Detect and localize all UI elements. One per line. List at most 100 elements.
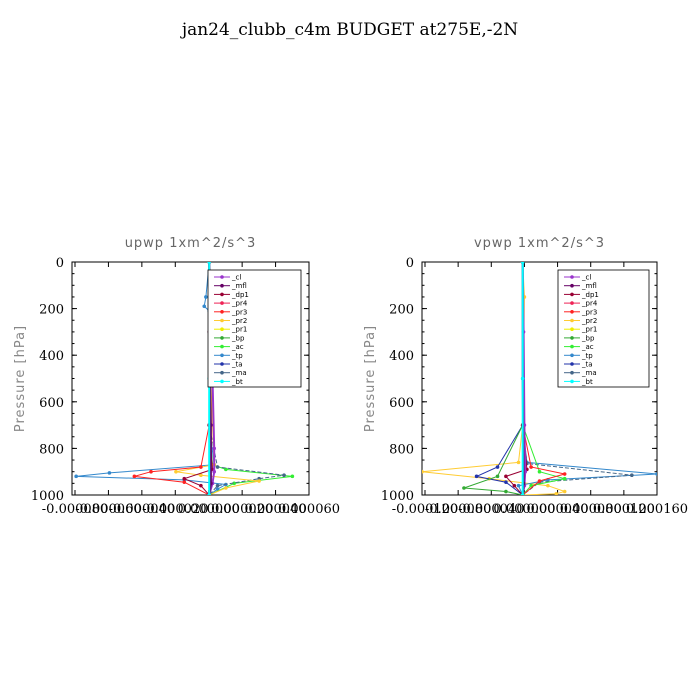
x-tick-label: -0.000040 xyxy=(109,502,175,517)
series-line-bp xyxy=(463,262,524,495)
panel-title: upwp 1xm^2/s^3 xyxy=(125,236,257,251)
x-tick-label: -0.000020 xyxy=(142,502,208,517)
series-marker-tp xyxy=(204,295,208,299)
series-marker-ta xyxy=(504,480,508,484)
series-marker-bt xyxy=(520,376,525,381)
y-tick-label: 800 xyxy=(389,442,414,457)
legend-marker xyxy=(220,318,224,323)
legend-marker xyxy=(570,353,574,358)
legend-label: _pr3 xyxy=(231,308,247,316)
y-tick-label: 1000 xyxy=(31,489,64,504)
series-marker-bp xyxy=(504,489,508,494)
legend-label: _bp xyxy=(581,334,595,342)
series-marker-ma xyxy=(215,465,220,469)
series-marker-pr3 xyxy=(537,479,542,483)
x-tick-label: 0.000020 xyxy=(211,502,273,517)
legend-marker xyxy=(570,336,574,340)
series-marker-ta xyxy=(474,474,479,479)
y-tick-label: 200 xyxy=(389,303,414,318)
legend-label: _pr2 xyxy=(231,317,247,325)
series-group xyxy=(422,262,657,495)
series-line-pr3 xyxy=(134,262,210,495)
y-tick-label: 400 xyxy=(389,349,414,364)
y-tick-label: 200 xyxy=(39,303,64,318)
series-marker-tp xyxy=(107,471,112,475)
legend-label: _bt xyxy=(581,378,593,386)
series-marker-pr2 xyxy=(199,473,203,477)
legend-marker xyxy=(570,327,574,332)
legend-marker xyxy=(570,344,574,349)
page-title: jan24_clubb_c4m BUDGET at275E,-2N xyxy=(181,20,519,40)
series-marker-pr2 xyxy=(546,483,550,488)
legend-label: _dp1 xyxy=(581,291,599,299)
x-tick-label: 0.000040 xyxy=(245,502,307,517)
x-tick-label: 0.000160 xyxy=(626,502,688,517)
legend-label: _pr3 xyxy=(581,308,597,316)
legend-marker xyxy=(220,292,224,297)
x-tick-label: 0.000060 xyxy=(278,502,340,517)
series-marker-tp xyxy=(655,472,657,476)
legend-label: _ma xyxy=(581,369,597,377)
legend-label: _bt xyxy=(231,378,243,386)
x-tick-label: 0.000080 xyxy=(560,502,622,517)
y-tick-label: 1000 xyxy=(381,489,414,504)
series-line-ta xyxy=(474,262,524,495)
series-marker-dp1 xyxy=(512,483,517,488)
series-marker-ta xyxy=(495,465,500,469)
legend-label: _ac xyxy=(581,343,594,351)
legend-label: _cl xyxy=(231,274,241,282)
legend-label: _ta xyxy=(231,361,243,369)
legend-label: _pr1 xyxy=(231,326,247,334)
x-tick-label: -0.000040 xyxy=(458,502,524,517)
series-marker-ac xyxy=(224,467,228,472)
legend-marker xyxy=(570,301,574,305)
series-marker-pr2 xyxy=(554,492,559,495)
x-tick-label: 0.000120 xyxy=(593,502,655,517)
legend-marker xyxy=(570,292,574,297)
y-axis-label: Pressure [hPa] xyxy=(13,325,28,432)
x-tick-label: -0.000080 xyxy=(42,502,108,517)
legend-marker xyxy=(220,344,224,349)
legend-marker xyxy=(570,310,574,314)
legend-label: _tp xyxy=(231,352,243,360)
series-marker-bt xyxy=(520,262,525,264)
x-tick-label: -0.000080 xyxy=(425,502,491,517)
legend-marker xyxy=(220,283,224,288)
series-marker-ma xyxy=(630,473,634,477)
chart-panel-1: upwp 1xm^2/s^3 Pressure [hPa] 0 200 400 600 80… xyxy=(13,236,340,517)
series-marker-pr2 xyxy=(257,479,261,483)
series-marker-ac xyxy=(232,481,236,486)
series-marker-bt xyxy=(520,493,525,495)
x-tick-label: 0.000000 xyxy=(178,502,240,517)
y-tick-label: 0 xyxy=(56,256,64,271)
series-marker-pr3 xyxy=(132,474,137,479)
legend-label: _ta xyxy=(581,361,593,369)
legend-marker xyxy=(570,318,574,323)
series-marker-pr2 xyxy=(562,489,567,494)
series-marker-bp xyxy=(462,486,466,490)
y-axis-label: Pressure [hPa] xyxy=(363,325,378,432)
series-marker-ma xyxy=(282,473,286,477)
legend-marker xyxy=(220,310,224,314)
series-marker-pr3 xyxy=(199,465,203,469)
legend-marker xyxy=(220,362,224,366)
legend-marker xyxy=(220,353,224,358)
series-marker-ac xyxy=(537,469,542,474)
panel-title: vpwp 1xm^2/s^3 xyxy=(474,236,605,251)
series-marker-tp xyxy=(215,487,220,491)
x-tick-label: -0.000120 xyxy=(392,502,458,517)
series-marker-dp1 xyxy=(504,474,508,479)
chart-panel-2: vpwp 1xm^2/s^3 Pressure [hPa] 0 200 400 600 80… xyxy=(363,236,688,517)
series-marker-pr2 xyxy=(224,486,228,490)
legend-marker xyxy=(220,370,224,375)
series-marker-tp xyxy=(516,483,521,488)
series-marker-ac xyxy=(562,476,567,481)
legend-label: _mfl xyxy=(231,282,247,290)
y-tick-label: 600 xyxy=(39,396,64,411)
legend: _cl_mfl_dp1_pr4_pr3_pr2_pr1_bp_ac_tp_ta_… xyxy=(557,269,650,388)
series-marker-bp xyxy=(495,474,500,479)
legend-marker xyxy=(220,336,224,340)
legend-marker xyxy=(220,301,224,305)
x-tick-label: 0.000000 xyxy=(493,502,555,517)
legend-label: _mfl xyxy=(581,282,597,290)
